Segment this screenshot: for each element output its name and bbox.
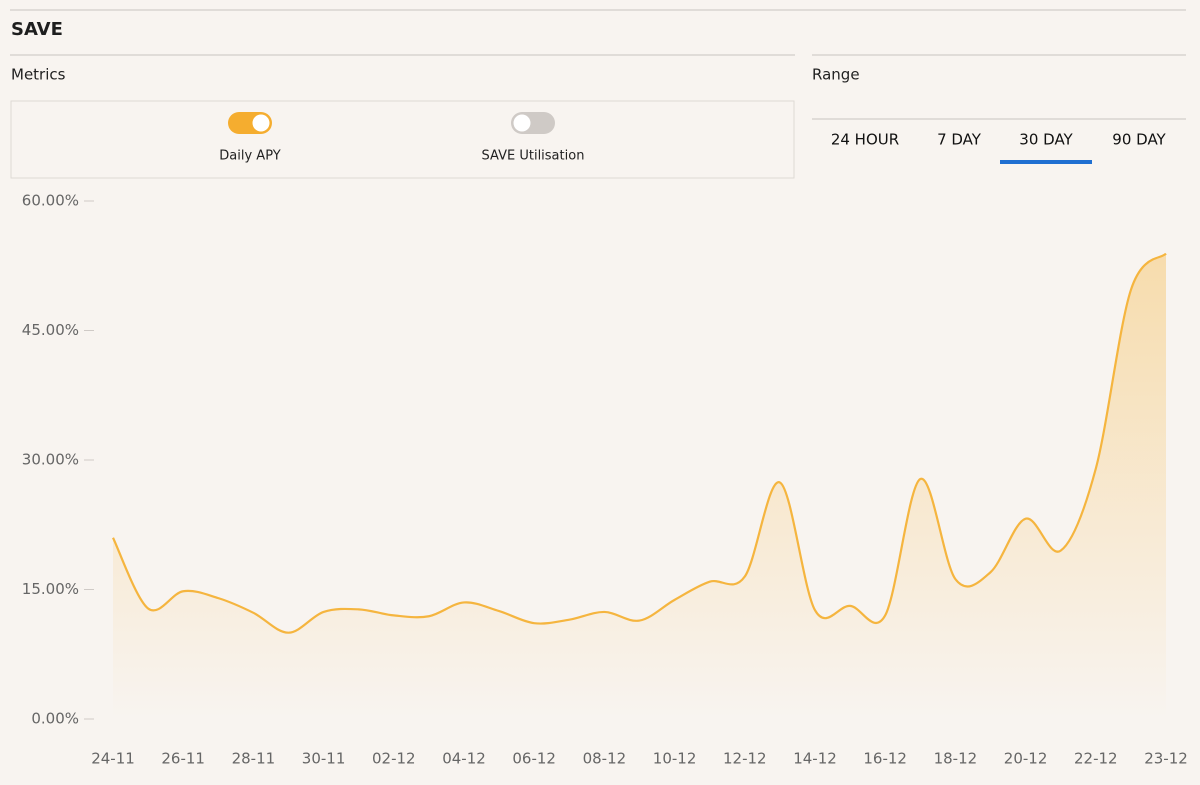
toggle-label: SAVE Utilisation [482, 149, 585, 164]
range-tab[interactable]: 90 DAY [1112, 131, 1166, 149]
x-tick-label: 23-12 [1144, 750, 1188, 768]
x-tick-label: 30-11 [302, 750, 346, 768]
range-tab[interactable]: 24 HOUR [831, 131, 899, 149]
y-tick-label: 30.00% [22, 451, 79, 469]
page-title: SAVE [11, 19, 63, 40]
metrics-box [10, 100, 795, 179]
x-tick-label: 24-11 [91, 750, 135, 768]
x-tick-label: 06-12 [512, 750, 556, 768]
x-tick-label: 28-11 [232, 750, 276, 768]
y-tick-label: 45.00% [22, 321, 79, 339]
toggle-knob [252, 114, 270, 132]
x-tick-label: 18-12 [934, 750, 978, 768]
x-tick-label: 08-12 [583, 750, 627, 768]
toggle-label: Daily APY [219, 149, 280, 164]
range-tab[interactable]: 7 DAY [937, 131, 982, 149]
x-tick-label: 22-12 [1074, 750, 1118, 768]
x-tick-label: 12-12 [723, 750, 767, 768]
line [112, 252, 1167, 634]
x-tick-label: 10-12 [653, 750, 697, 768]
x-tick-label: 04-12 [442, 750, 486, 768]
x-tick-label: 16-12 [863, 750, 907, 768]
area [113, 253, 1166, 719]
x-tick-label: 20-12 [1004, 750, 1048, 768]
y-tick-label: 0.00% [31, 710, 79, 728]
metrics-label: Metrics [11, 66, 66, 84]
x-tick-label: 02-12 [372, 750, 416, 768]
x-tick-label: 26-11 [161, 750, 205, 768]
y-tick-label: 60.00% [22, 192, 79, 210]
toggle-knob [513, 114, 531, 132]
range-label: Range [812, 66, 860, 84]
y-tick-label: 15.00% [22, 580, 79, 598]
x-tick-label: 14-12 [793, 750, 837, 768]
tab-underline [1000, 160, 1092, 164]
range-tab[interactable]: 30 DAY [1019, 131, 1073, 149]
